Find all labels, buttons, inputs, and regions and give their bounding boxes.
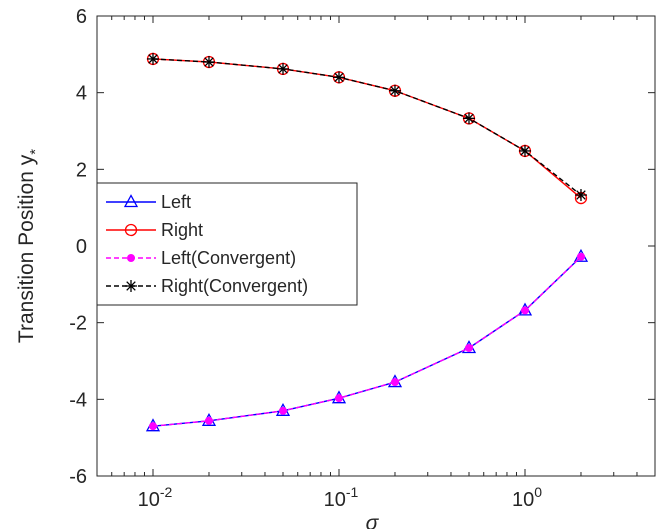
- legend-label: Left(Convergent): [161, 248, 296, 268]
- marker-dot: [334, 394, 343, 403]
- marker-dot: [465, 343, 473, 352]
- y-tick-label: 2: [76, 159, 87, 181]
- asterisk-stroke: [334, 72, 344, 83]
- marker-triangle: [123, 194, 139, 208]
- legend-label: Right: [161, 220, 203, 240]
- marker-asterisk: [463, 112, 475, 125]
- marker-dot: [127, 254, 135, 262]
- marker-asterisk: [146, 52, 159, 65]
- y-tick-label: 4: [76, 83, 87, 105]
- marker-circle: [124, 223, 138, 237]
- marker-asterisk: [202, 56, 215, 68]
- asterisk-stroke: [520, 146, 530, 156]
- y-tick-label: -2: [69, 313, 87, 335]
- marker-asterisk: [125, 280, 137, 292]
- x-axis-title: σ: [366, 512, 380, 529]
- legend-label: Left: [161, 192, 191, 212]
- x-tick-base: 10: [324, 489, 346, 511]
- series-right-convergent: [146, 52, 587, 202]
- x-tick-label: 10-1: [324, 484, 359, 511]
- marker-dot: [148, 422, 157, 431]
- legend-item-left-convergent: Left(Convergent): [106, 248, 296, 268]
- asterisk-stroke: [390, 85, 400, 96]
- marker-asterisk: [332, 71, 345, 84]
- y-tick-label: 0: [76, 236, 87, 258]
- series-line: [152, 256, 582, 427]
- marker-dot: [576, 252, 585, 261]
- y-axis-title-subscript: *: [27, 149, 44, 155]
- series-layer: [145, 52, 589, 432]
- marker-dot: [390, 378, 399, 387]
- legend-item-right: Right: [106, 220, 203, 240]
- x-tick-exponent: -1: [346, 484, 359, 500]
- y-tick-label: -4: [69, 389, 87, 411]
- asterisk-stroke: [278, 64, 288, 74]
- marker-dot: [204, 416, 213, 425]
- legend-label: Right(Convergent): [161, 276, 308, 296]
- asterisk-stroke: [576, 190, 586, 200]
- series-line: [152, 58, 582, 196]
- x-tick-label: 10-2: [138, 484, 173, 511]
- marker-asterisk: [518, 144, 531, 157]
- legend: Left Right Left(Convergent) Right(Convergen…: [96, 182, 358, 306]
- asterisk-stroke: [148, 54, 158, 64]
- asterisk-stroke: [464, 113, 474, 124]
- y-axis-title-main: Transition Position y: [15, 154, 38, 343]
- y-tick-label: -6: [69, 466, 87, 488]
- marker-asterisk: [388, 84, 401, 97]
- asterisk-stroke: [126, 281, 136, 291]
- asterisk-stroke: [204, 57, 214, 67]
- y-axis-title: Transition Position y*: [15, 149, 44, 343]
- y-tick-label: 6: [76, 6, 87, 28]
- marker-asterisk: [277, 62, 289, 75]
- x-tick-label: 100: [512, 484, 542, 511]
- legend-item-left: Left: [106, 192, 191, 212]
- x-tick-exponent: -2: [160, 484, 173, 500]
- legend-item-right-convergent: Right(Convergent): [106, 276, 308, 296]
- marker-dot: [279, 406, 287, 415]
- x-tick-base: 10: [512, 489, 534, 511]
- x-tick-base: 10: [138, 489, 160, 511]
- marker-asterisk: [574, 189, 587, 202]
- series-left-convergent: [148, 252, 585, 431]
- marker-dot: [520, 306, 529, 315]
- x-tick-exponent: 0: [534, 484, 542, 500]
- legend-box: [96, 182, 358, 306]
